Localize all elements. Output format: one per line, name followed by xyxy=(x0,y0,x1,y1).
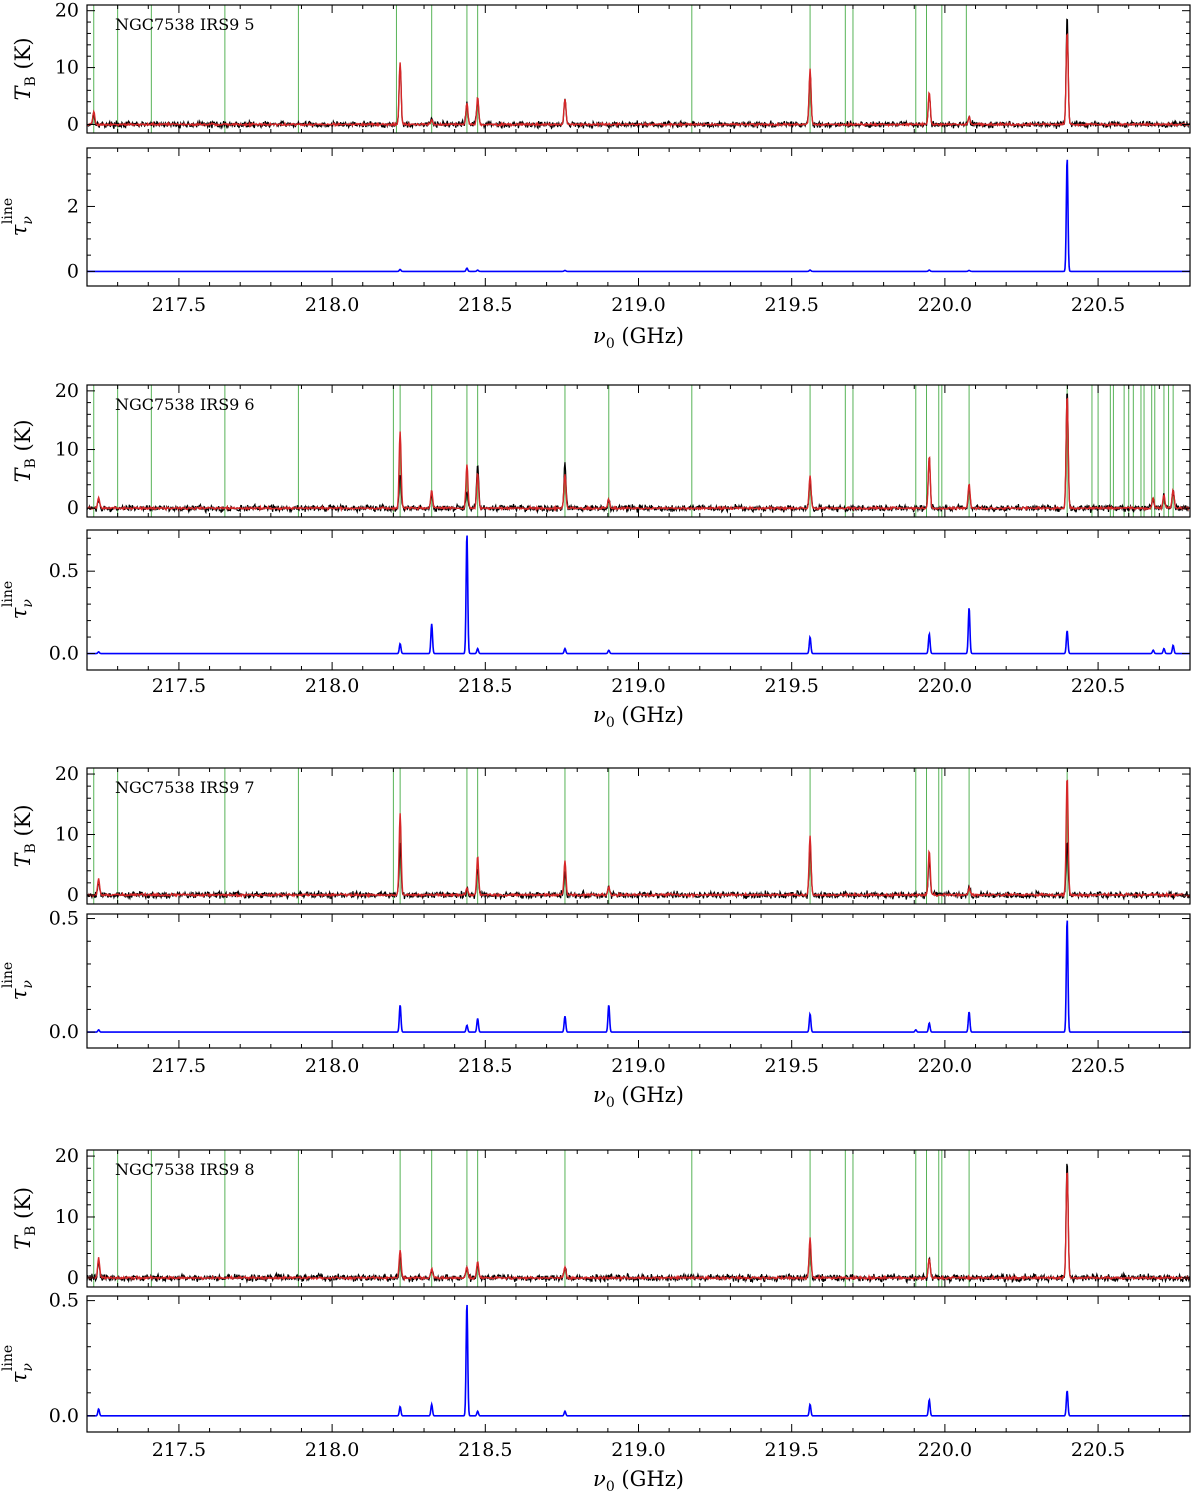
brightness-subplot: 0 10 20 TB (K) xyxy=(11,0,1191,135)
y-tick-label: 20 xyxy=(55,380,79,402)
x-tick-label: 219.5 xyxy=(764,1439,818,1461)
source-label: NGC7538 IRS9 5 xyxy=(115,15,255,34)
axes-frame xyxy=(86,147,1191,287)
y-tick-label: 20 xyxy=(55,0,79,22)
x-tick-label: 220.0 xyxy=(918,1439,972,1461)
x-tick-label: 217.5 xyxy=(152,1055,206,1077)
optical-depth-subplot: 0.0 0.5 τνline xyxy=(0,908,1191,1049)
observed-spectrum-line xyxy=(87,18,1190,130)
x-axis-label: ν0 (GHz) xyxy=(593,324,684,352)
x-tick-label: 218.5 xyxy=(458,1439,512,1461)
x-tick-label: 219.0 xyxy=(611,1439,665,1461)
optical-depth-subplot: 0 2 τνline xyxy=(0,147,1191,287)
x-tick-label: 218.5 xyxy=(458,675,512,697)
y-axis-label-optical-depth: τνline xyxy=(0,1345,36,1383)
y-tick-label: 0 xyxy=(67,884,79,906)
source-label: NGC7538 IRS9 6 xyxy=(115,395,255,414)
x-axis-label: ν0 (GHz) xyxy=(593,1467,684,1495)
x-tick-label: 218.0 xyxy=(305,675,359,697)
x-tick-label: 218.5 xyxy=(458,294,512,316)
brightness-subplot: 0 10 20 TB (K) xyxy=(11,763,1191,906)
y-tick-label: 0 xyxy=(67,497,79,519)
spectrum-panel-3: 0 10 20 TB (K) 0.0 0.5 τνline NGC7538 IRS9 7 217… xyxy=(0,763,1191,1111)
axes-frame xyxy=(86,529,1191,671)
optical-depth-subplot: 0.0 0.5 τνline xyxy=(0,529,1191,671)
y-tick-label: 0.5 xyxy=(49,1290,79,1312)
model-fit-line xyxy=(87,32,1190,129)
optical-depth-line xyxy=(87,159,1190,273)
y-tick-label: 0.0 xyxy=(49,1405,79,1427)
y-tick-label: 2 xyxy=(67,195,79,217)
x-tick-label: 219.0 xyxy=(611,675,665,697)
brightness-subplot: 0 10 20 TB (K) xyxy=(11,1145,1191,1289)
x-tick-label: 220.5 xyxy=(1071,294,1125,316)
y-tick-label: 10 xyxy=(55,439,79,461)
y-axis-label-optical-depth: τνline xyxy=(0,962,36,1000)
y-tick-label: 0.5 xyxy=(49,908,79,930)
y-tick-label: 0 xyxy=(67,1267,79,1289)
spectrum-panel-2: 0 10 20 TB (K) 0.0 0.5 τνline NGC7538 IRS9 6 217… xyxy=(0,380,1191,731)
y-tick-label: 10 xyxy=(55,57,79,79)
x-tick-label: 219.5 xyxy=(764,294,818,316)
optical-depth-line xyxy=(87,1304,1190,1417)
model-fit-line xyxy=(87,1172,1190,1282)
x-tick-label: 218.0 xyxy=(305,1439,359,1461)
observed-spectrum-line xyxy=(87,1163,1190,1285)
x-tick-label: 220.0 xyxy=(918,294,972,316)
y-tick-label: 0.0 xyxy=(49,1021,79,1043)
y-tick-label: 0 xyxy=(67,113,79,135)
source-label: NGC7538 IRS9 8 xyxy=(115,1160,255,1179)
spectrum-panel-4: 0 10 20 TB (K) 0.0 0.5 τνline NGC7538 IRS9 8 217… xyxy=(0,1145,1191,1495)
y-tick-label: 10 xyxy=(55,823,79,845)
optical-depth-line xyxy=(87,535,1190,655)
y-axis-label-brightness: TB (K) xyxy=(11,804,39,867)
optical-depth-subplot: 0.0 0.5 τνline xyxy=(0,1290,1191,1433)
y-tick-label: 10 xyxy=(55,1206,79,1228)
x-tick-label: 218.0 xyxy=(305,294,359,316)
axes-frame xyxy=(86,913,1191,1049)
y-tick-label: 20 xyxy=(55,763,79,785)
model-fit-line xyxy=(87,397,1190,513)
x-tick-label: 217.5 xyxy=(152,1439,206,1461)
x-tick-label: 220.5 xyxy=(1071,1055,1125,1077)
x-tick-label: 217.5 xyxy=(152,294,206,316)
y-tick-label: 0.0 xyxy=(49,643,79,665)
y-axis-label-brightness: TB (K) xyxy=(11,1187,39,1250)
x-tick-label: 220.5 xyxy=(1071,675,1125,697)
x-tick-label: 217.5 xyxy=(152,675,206,697)
x-axis-label: ν0 (GHz) xyxy=(593,703,684,731)
x-tick-label: 220.0 xyxy=(918,1055,972,1077)
x-tick-label: 218.5 xyxy=(458,1055,512,1077)
y-axis-label-optical-depth: τνline xyxy=(0,198,36,236)
source-label: NGC7538 IRS9 7 xyxy=(115,778,255,797)
y-axis-label-brightness: TB (K) xyxy=(11,419,39,482)
y-axis-label-brightness: TB (K) xyxy=(11,37,39,100)
x-tick-label: 219.5 xyxy=(764,675,818,697)
model-fit-line xyxy=(87,779,1190,899)
x-tick-label: 219.0 xyxy=(611,1055,665,1077)
x-tick-label: 220.0 xyxy=(918,675,972,697)
x-axis-label: ν0 (GHz) xyxy=(593,1083,684,1111)
x-tick-label: 219.5 xyxy=(764,1055,818,1077)
y-tick-label: 0.5 xyxy=(49,560,79,582)
y-tick-label: 0 xyxy=(67,260,79,282)
x-tick-label: 218.0 xyxy=(305,1055,359,1077)
axes-frame xyxy=(86,1295,1191,1433)
optical-depth-line xyxy=(87,920,1190,1033)
spectrum-panel-1: 0 10 20 TB (K) 0 2 τνline NGC7538 IRS9 5 217.5 21… xyxy=(0,0,1191,352)
y-tick-label: 20 xyxy=(55,1145,79,1167)
x-tick-label: 219.0 xyxy=(611,294,665,316)
observed-spectrum-line xyxy=(87,842,1190,901)
x-tick-label: 220.5 xyxy=(1071,1439,1125,1461)
y-axis-label-optical-depth: τνline xyxy=(0,581,36,619)
brightness-subplot: 0 10 20 TB (K) xyxy=(11,380,1191,519)
